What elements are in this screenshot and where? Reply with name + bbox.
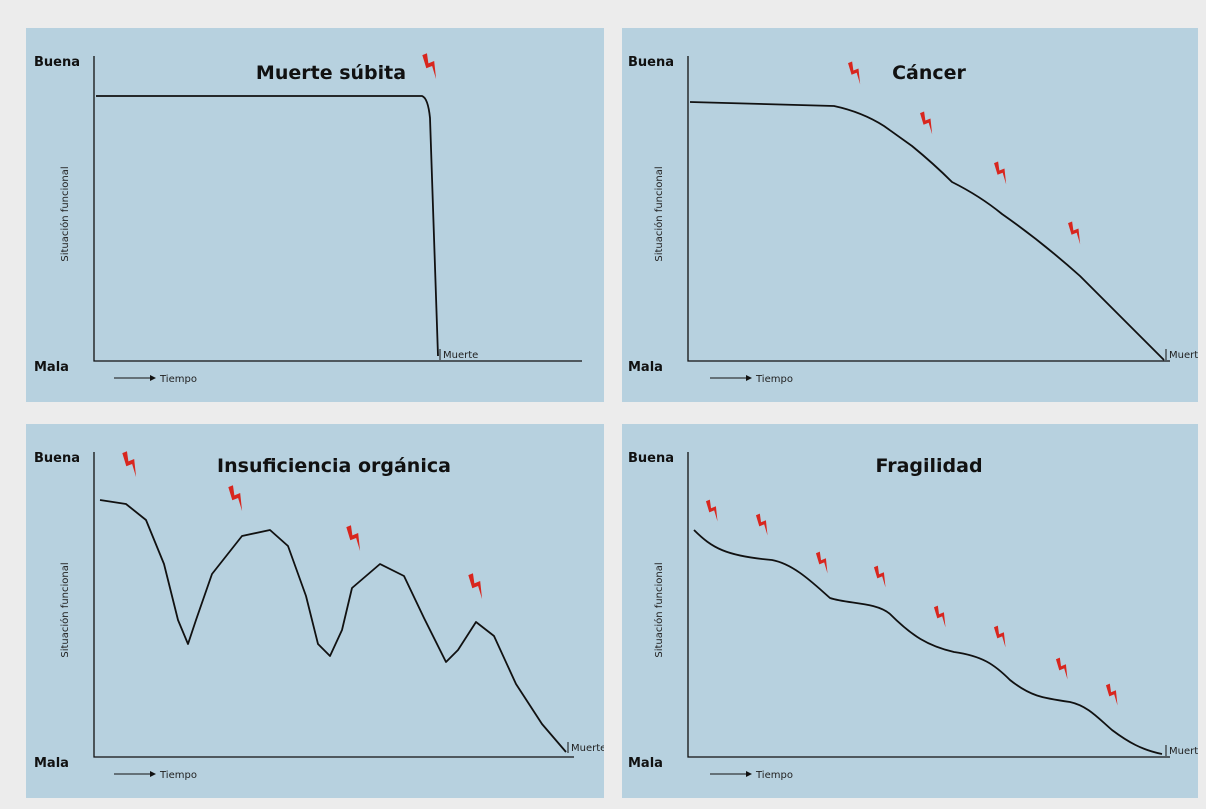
lightning-bolt-icon — [1105, 682, 1121, 707]
panel-title: Fragilidad — [875, 455, 982, 477]
panel-frailty: Buena Mala Situación funcional Tiempo Fr… — [622, 424, 1198, 798]
panel-organ-failure-svg: Buena Mala Situación funcional Tiempo In… — [26, 424, 604, 798]
lightning-bolt-icon — [121, 450, 141, 479]
x-axis-label: Tiempo — [755, 770, 793, 781]
trajectory-curve — [694, 530, 1162, 754]
lightning-bolt-icon — [993, 624, 1009, 649]
y-axis-label: Situación funcional — [59, 166, 71, 261]
axes — [688, 56, 1170, 361]
bad-label: Mala — [34, 756, 69, 771]
panel-title: Insuficiencia orgánica — [217, 455, 451, 477]
lightning-bolt-icon — [1067, 220, 1084, 246]
y-axis-label: Situación funcional — [653, 562, 665, 657]
panel-sudden-death-svg: Buena Mala Situación funcional Tiempo Mu… — [26, 28, 604, 402]
bad-label: Mala — [628, 360, 663, 375]
lightning-bolt-icon — [227, 484, 247, 513]
good-label: Buena — [628, 55, 674, 70]
x-axis-label: Tiempo — [755, 374, 793, 385]
panel-sudden-death: Buena Mala Situación funcional Tiempo Mu… — [26, 28, 604, 402]
good-label: Buena — [628, 451, 674, 466]
lightning-bolt-icon — [705, 498, 721, 523]
good-label: Buena — [34, 451, 80, 466]
panel-frailty-svg: Buena Mala Situación funcional Tiempo Fr… — [622, 424, 1198, 798]
y-axis-label: Situación funcional — [653, 166, 665, 261]
arrow-right-icon — [114, 375, 156, 381]
lightning-bolt-icon — [755, 512, 771, 537]
end-label: Muerte — [1169, 350, 1198, 361]
trajectory-curve — [690, 102, 1164, 360]
bad-label: Mala — [34, 360, 69, 375]
x-axis-label: Tiempo — [159, 374, 197, 385]
lightning-bolt-icon — [815, 550, 831, 575]
panel-title: Cáncer — [892, 62, 966, 84]
trajectory-curve — [96, 96, 438, 356]
good-label: Buena — [34, 55, 80, 70]
lightning-bolt-icon — [421, 52, 441, 81]
axes — [688, 452, 1170, 757]
arrow-right-icon — [710, 375, 752, 381]
x-axis-label: Tiempo — [159, 770, 197, 781]
end-label: Muerte — [571, 743, 604, 754]
lightning-bolt-icon — [1055, 656, 1071, 681]
axes — [94, 56, 582, 361]
lightning-bolt-icon — [345, 524, 365, 553]
y-axis-label: Situación funcional — [59, 562, 71, 657]
trajectory-curve — [100, 500, 566, 752]
lightning-bolt-icon — [467, 572, 487, 601]
lightning-bolt-icon — [919, 110, 936, 136]
panel-organ-failure: Buena Mala Situación funcional Tiempo In… — [26, 424, 604, 798]
bad-label: Mala — [628, 756, 663, 771]
end-label: Muerte — [1169, 746, 1198, 757]
arrow-right-icon — [114, 771, 156, 777]
panel-title: Muerte súbita — [256, 62, 406, 84]
axes — [94, 452, 574, 757]
end-label: Muerte — [443, 350, 478, 361]
lightning-bolt-icon — [933, 604, 949, 629]
lightning-bolt-icon — [873, 564, 889, 589]
panel-cancer: Buena Mala Situación funcional Tiempo Cá… — [622, 28, 1198, 402]
lightning-bolt-icon — [847, 60, 864, 86]
lightning-bolt-icon — [993, 160, 1010, 186]
panel-cancer-svg: Buena Mala Situación funcional Tiempo Cá… — [622, 28, 1198, 402]
arrow-right-icon — [710, 771, 752, 777]
